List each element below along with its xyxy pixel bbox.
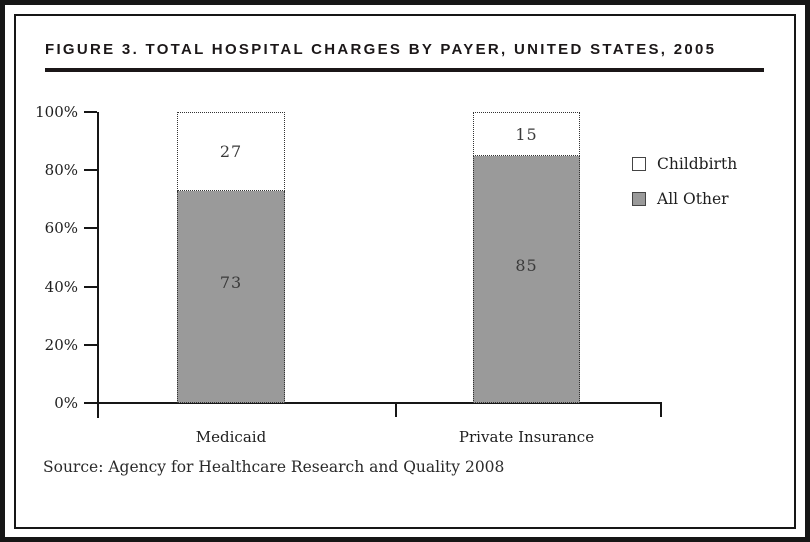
y-tick-label: 60% [44, 219, 78, 237]
y-tick-label: 80% [44, 161, 78, 179]
source-note: Source: Agency for Healthcare Research a… [43, 458, 505, 476]
x-axis-tick [395, 402, 397, 417]
bar-value-label: 27 [219, 142, 243, 161]
inner-frame-border [14, 14, 796, 529]
category-label-medicaid: Medicaid [195, 428, 267, 446]
bar-segment-childbirth: 15 [473, 112, 580, 156]
y-axis-tick [84, 227, 97, 229]
bar-segment-childbirth: 27 [177, 112, 285, 191]
legend-label: Childbirth [657, 155, 738, 173]
title-divider-rule [45, 68, 764, 72]
y-tick-label: 100% [35, 103, 78, 121]
category-label-private-insurance: Private Insurance [458, 428, 595, 446]
figure-title: FIGURE 3. TOTAL HOSPITAL CHARGES BY PAYE… [45, 41, 717, 58]
x-axis-tick [660, 402, 662, 417]
y-tick-label: 20% [44, 336, 78, 354]
y-tick-label: 0% [54, 394, 78, 412]
y-axis-tick [84, 111, 97, 113]
y-axis-tick [84, 286, 97, 288]
y-axis-tick [84, 344, 97, 346]
bar-value-label: 15 [515, 124, 538, 144]
legend-label: All Other [657, 190, 729, 208]
bar-segment-all-other: 85 [473, 156, 580, 403]
bar-segment-all-other: 73 [177, 191, 285, 403]
x-axis [97, 402, 662, 404]
legend-swatch-icon [632, 157, 646, 171]
bar-value-label: 85 [515, 255, 538, 275]
y-tick-label: 40% [44, 278, 78, 296]
legend-swatch-icon [632, 192, 646, 206]
y-axis-tick [84, 169, 97, 171]
bar-value-label: 73 [219, 273, 243, 292]
y-axis-tick [84, 402, 97, 404]
y-axis [97, 112, 99, 418]
